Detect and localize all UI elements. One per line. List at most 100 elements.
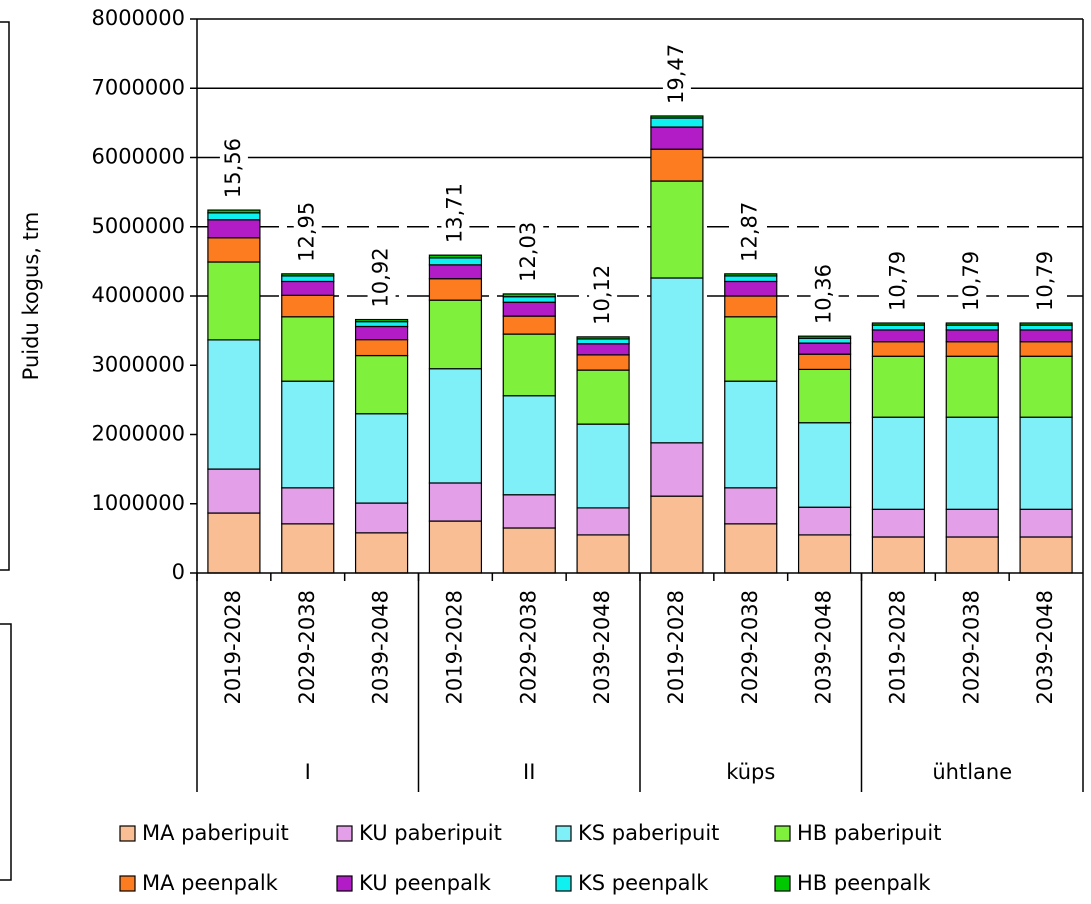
bar-segment bbox=[354, 325, 409, 341]
bar-segment bbox=[354, 354, 409, 415]
bar-segment bbox=[576, 507, 630, 536]
bar-segment bbox=[207, 237, 261, 263]
bar-segment bbox=[650, 115, 704, 119]
bar-segment bbox=[797, 534, 852, 574]
bar-segment bbox=[207, 512, 261, 574]
bar-segment bbox=[797, 422, 852, 508]
y-tick-label: 5000000 bbox=[91, 214, 185, 238]
annotation-background bbox=[1032, 246, 1061, 316]
bar-segment bbox=[650, 148, 704, 182]
y-tick-label: 3000000 bbox=[91, 352, 185, 376]
bar-segment bbox=[354, 339, 409, 357]
bar-segment bbox=[428, 257, 483, 266]
bar-segment bbox=[207, 468, 261, 514]
bar-segment bbox=[945, 324, 999, 331]
bar-segment bbox=[871, 416, 926, 510]
bar-segment bbox=[207, 219, 261, 239]
bar-segment bbox=[1019, 341, 1073, 357]
bar-segment bbox=[428, 254, 483, 259]
bar-annotation: 10,79 bbox=[1033, 251, 1057, 311]
bar-segment bbox=[797, 337, 852, 344]
bar-segment bbox=[502, 315, 556, 335]
bar-segment bbox=[871, 355, 926, 418]
legend-swatch bbox=[774, 825, 791, 842]
bar-annotation: 15,56 bbox=[221, 138, 245, 198]
x-tick-label: 2039-2048 bbox=[1033, 590, 1057, 704]
bar-segment bbox=[1019, 536, 1073, 574]
bar-segment bbox=[797, 353, 852, 371]
y-tick-label: 0 bbox=[172, 560, 185, 584]
group-label: II bbox=[523, 760, 535, 784]
bar-annotation: 10,79 bbox=[959, 251, 983, 311]
bar-segment bbox=[576, 336, 630, 340]
bar-segment bbox=[871, 324, 926, 331]
bar-segment bbox=[724, 295, 778, 318]
bar-segment bbox=[1019, 416, 1073, 510]
bar-segment bbox=[945, 508, 999, 538]
legend-label: MA peenpalk bbox=[142, 871, 279, 895]
bar-segment bbox=[1019, 329, 1073, 343]
bar-annotation: 10,12 bbox=[590, 265, 614, 325]
bar-segment bbox=[724, 273, 778, 277]
legend-label: HB paberipuit bbox=[797, 821, 942, 845]
bar-segment bbox=[281, 294, 335, 318]
y-axis-label: Puidu kogus, tm bbox=[19, 212, 43, 381]
bar-segment bbox=[576, 534, 630, 574]
x-tick-label: 2019-2028 bbox=[442, 590, 466, 704]
legend-swatch bbox=[555, 825, 572, 842]
x-tick-label: 2029-2038 bbox=[516, 590, 540, 704]
bar-segment bbox=[871, 536, 926, 574]
bar-segment bbox=[502, 395, 556, 496]
bar-segment bbox=[871, 341, 926, 357]
legend-label: KS peenpalk bbox=[578, 871, 709, 895]
group-label: I bbox=[305, 760, 311, 784]
bar-segment bbox=[576, 338, 630, 345]
bar-segment bbox=[502, 527, 556, 574]
bar-segment bbox=[281, 316, 335, 382]
bar-annotation: 12,95 bbox=[295, 202, 319, 262]
annotation-background bbox=[589, 260, 618, 329]
bar-segment bbox=[945, 329, 999, 343]
bar-annotation: 12,03 bbox=[516, 222, 540, 282]
legend-swatch bbox=[336, 875, 353, 892]
legend-swatch bbox=[555, 875, 572, 892]
bar-segment bbox=[724, 487, 778, 525]
bar-segment bbox=[871, 508, 926, 538]
bar-annotation: 13,71 bbox=[442, 183, 466, 243]
bar-segment bbox=[650, 277, 704, 444]
y-tick-label: 4000000 bbox=[91, 283, 185, 307]
bar-segment bbox=[428, 520, 483, 574]
bar-segment bbox=[1019, 508, 1073, 538]
y-tick-label: 8000000 bbox=[91, 6, 185, 30]
bar-segment bbox=[576, 369, 630, 425]
frame bbox=[0, 623, 12, 881]
bar-segment bbox=[945, 322, 999, 326]
legend-swatch bbox=[336, 825, 353, 842]
legend-label: KS paberipuit bbox=[578, 821, 719, 845]
bar-segment bbox=[354, 318, 409, 323]
bar-segment bbox=[797, 368, 852, 424]
x-tick-label: 2039-2048 bbox=[812, 590, 836, 704]
group-label: küps bbox=[726, 760, 775, 784]
bar-segment bbox=[281, 523, 335, 574]
annotation-background bbox=[810, 260, 839, 329]
bar-segment bbox=[207, 212, 261, 221]
bar-segment bbox=[207, 261, 261, 341]
bar-segment bbox=[1019, 324, 1073, 331]
x-tick-label: 2039-2048 bbox=[369, 590, 393, 704]
group-label: ühtlane bbox=[932, 760, 1012, 784]
bar-segment bbox=[724, 523, 778, 574]
bar-segment bbox=[576, 423, 630, 509]
annotation-background bbox=[662, 39, 691, 108]
bar-annotation: 19,47 bbox=[664, 44, 688, 104]
bar-segment bbox=[1019, 322, 1073, 326]
bar-segment bbox=[354, 413, 409, 504]
bar-segment bbox=[650, 442, 704, 497]
annotation-background bbox=[293, 197, 322, 266]
x-tick-label: 2019-2028 bbox=[221, 590, 245, 704]
bar-annotation: 10,92 bbox=[369, 247, 393, 307]
x-tick-label: 2019-2028 bbox=[664, 590, 688, 704]
legend-swatch bbox=[774, 875, 791, 892]
bar-segment bbox=[428, 299, 483, 370]
bar-annotation: 10,79 bbox=[885, 251, 909, 311]
